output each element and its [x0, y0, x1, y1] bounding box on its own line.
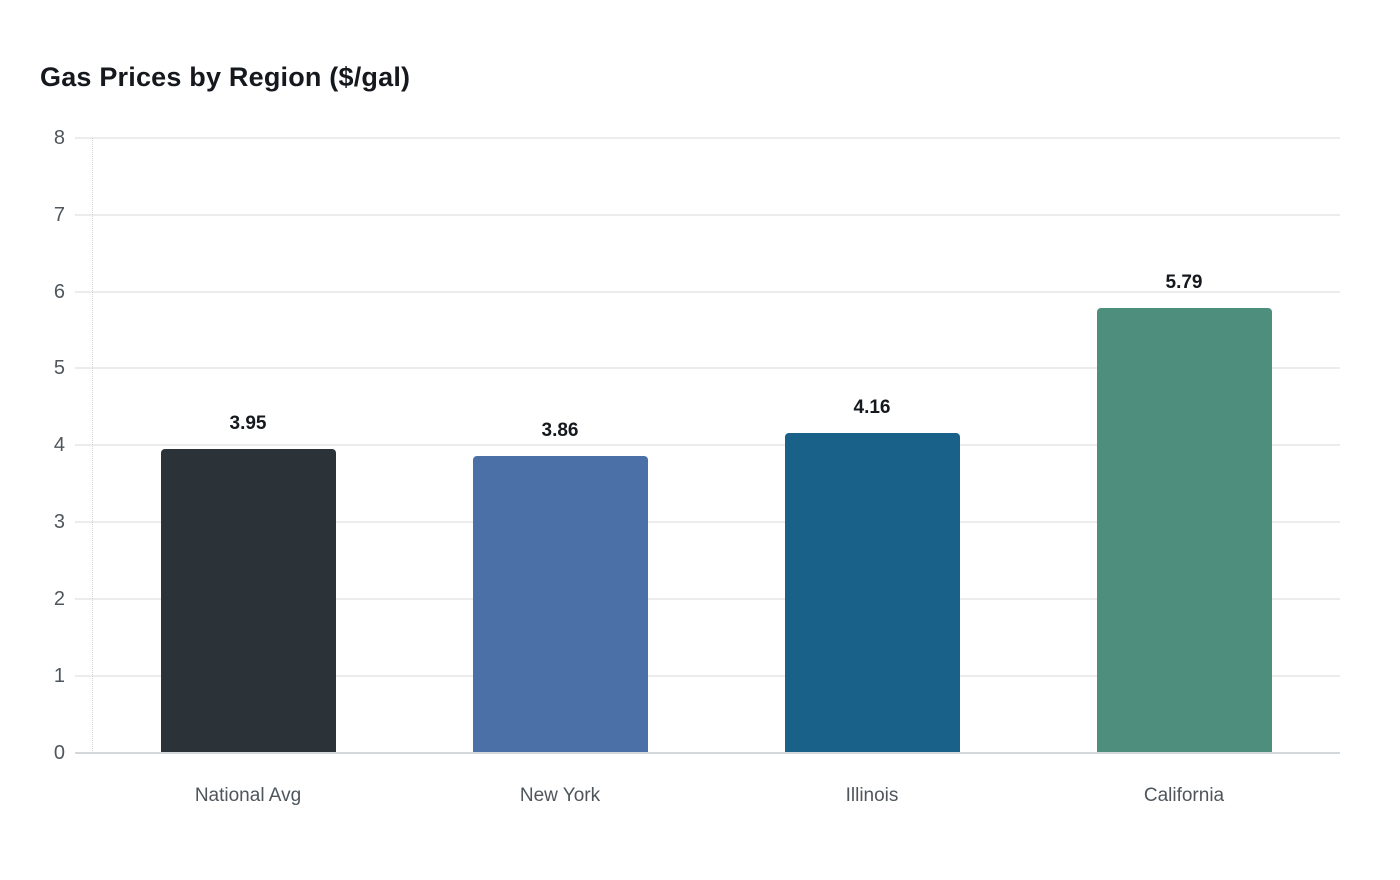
y-tick-label: 3	[53, 511, 65, 534]
y-axis-line	[92, 138, 93, 753]
x-tick-label: National Avg	[194, 784, 302, 806]
y-tick-label: 7	[53, 203, 65, 226]
bar	[472, 456, 648, 753]
bar	[1096, 307, 1272, 753]
bar	[784, 432, 960, 753]
bar-value-label: 3.95	[229, 413, 267, 435]
gridline	[75, 597, 1340, 600]
x-tick-label: California	[1143, 784, 1225, 806]
bar-value-label: 5.79	[1165, 271, 1203, 293]
y-tick-label: 6	[53, 280, 65, 303]
gridline	[75, 674, 1340, 677]
y-tick-label: 0	[53, 741, 65, 764]
x-tick-label: Illinois	[845, 784, 899, 806]
bar-value-label: 4.16	[853, 396, 891, 418]
gridline	[75, 444, 1340, 447]
y-tick-label: 1	[53, 664, 65, 687]
y-tick-label: 2	[53, 587, 65, 610]
x-axis-line	[75, 751, 1340, 754]
gridline	[75, 521, 1340, 524]
gridline	[75, 367, 1340, 370]
y-tick-label: 5	[53, 357, 65, 380]
bar-value-label: 3.86	[541, 420, 579, 441]
bar	[160, 449, 336, 753]
chart-title: Gas Prices by Region ($/gal)	[40, 62, 411, 92]
gridline	[75, 213, 1340, 216]
y-tick-label: 4	[53, 434, 65, 457]
gridline	[75, 137, 1340, 139]
y-tick-label: 8	[53, 127, 65, 149]
x-tick-label: New York	[519, 784, 601, 806]
gridline	[75, 290, 1340, 293]
